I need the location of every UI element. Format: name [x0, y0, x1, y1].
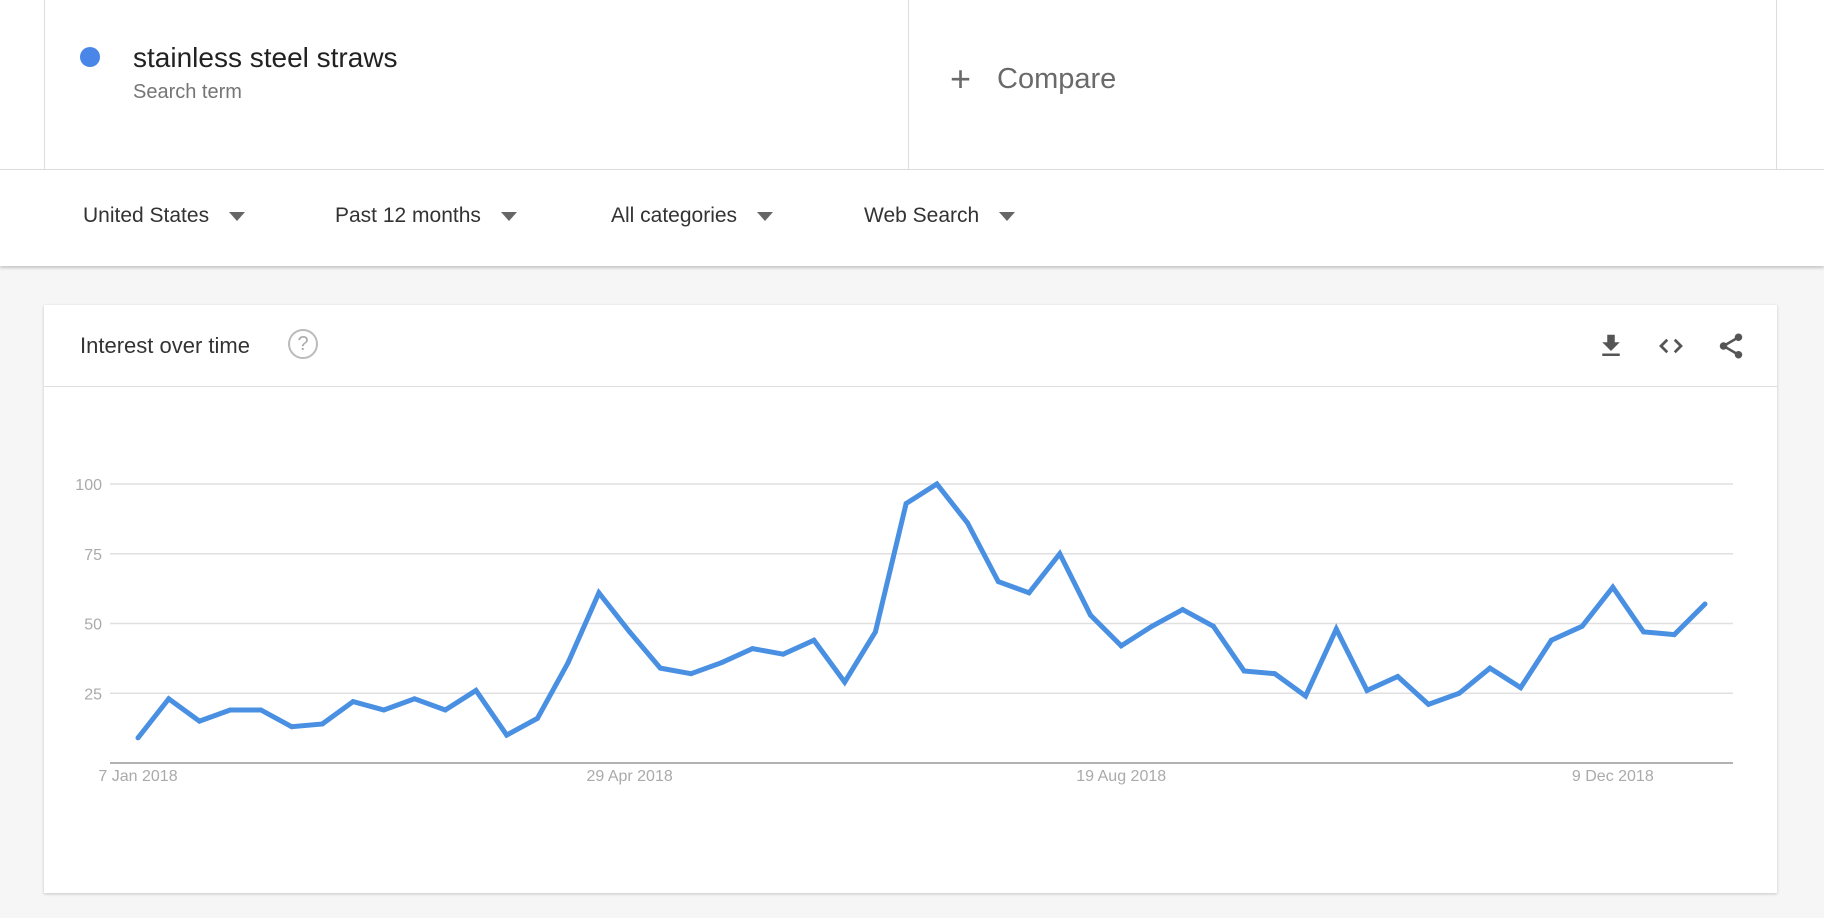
data-point — [1579, 623, 1585, 629]
data-point — [412, 696, 418, 702]
data-point — [350, 699, 356, 705]
data-point — [381, 707, 387, 713]
compare-button[interactable]: + Compare — [950, 58, 1116, 100]
data-point — [1671, 632, 1677, 638]
divider — [908, 0, 909, 170]
data-point — [995, 579, 1001, 585]
data-point — [442, 707, 448, 713]
data-point — [1395, 674, 1401, 680]
data-point — [934, 481, 940, 487]
data-point — [1364, 687, 1370, 693]
data-point — [596, 590, 602, 596]
data-point — [1087, 612, 1093, 618]
y-tick-label: 50 — [84, 617, 102, 634]
search-term-type: Search term — [133, 81, 242, 103]
filter-label: United States — [83, 204, 210, 227]
search-term-bar: stainless steel straws Search term + Com… — [0, 0, 1824, 170]
data-point — [872, 629, 878, 635]
card-title: Interest over time — [80, 333, 250, 358]
caret-down-icon — [229, 211, 246, 221]
data-point — [811, 637, 817, 643]
data-point — [1487, 665, 1493, 671]
data-point — [1518, 685, 1524, 691]
embed-code-icon[interactable] — [1656, 331, 1686, 361]
filter-label: Web Search — [864, 204, 980, 227]
line-chart: 25 50 75 100 7 Jan 2018 29 Apr 2018 19 Aug 201… — [75, 477, 1733, 785]
data-point — [627, 629, 633, 635]
data-point — [473, 687, 479, 693]
filter-label: All categories — [611, 204, 738, 227]
data-point — [780, 651, 786, 657]
x-tick-label: 7 Jan 2018 — [98, 768, 177, 785]
interest-over-time-card: Interest over time ? 25 50 75 100 7 Jan 2018… — [44, 305, 1777, 893]
data-point — [196, 718, 202, 724]
data-point — [1210, 623, 1216, 629]
search-type-filter[interactable]: Web Search — [864, 204, 1016, 228]
data-point — [903, 501, 909, 507]
y-tick-label: 100 — [75, 477, 102, 494]
data-point — [319, 721, 325, 727]
data-point — [750, 646, 756, 652]
caret-down-icon — [500, 211, 517, 221]
data-point — [688, 671, 694, 677]
data-point — [565, 660, 571, 666]
data-point — [719, 660, 725, 666]
data-point — [1610, 584, 1616, 590]
compare-label: Compare — [997, 62, 1117, 95]
filter-bar: United States Past 12 months All categor… — [0, 170, 1824, 266]
region-filter[interactable]: United States — [83, 204, 246, 228]
data-point — [1425, 701, 1431, 707]
divider — [1776, 0, 1777, 170]
filter-label: Past 12 months — [335, 204, 481, 227]
data-point — [166, 696, 172, 702]
data-point — [1241, 668, 1247, 674]
data-point — [1333, 626, 1339, 632]
data-point — [227, 707, 233, 713]
data-point — [1456, 690, 1462, 696]
series-line — [136, 480, 1707, 740]
data-point — [1548, 637, 1554, 643]
data-point — [258, 707, 264, 713]
data-point — [1180, 607, 1186, 613]
data-point — [1641, 629, 1647, 635]
data-point — [135, 735, 141, 741]
data-point — [1303, 693, 1309, 699]
caret-down-icon — [757, 211, 774, 221]
series-color-dot — [80, 47, 100, 67]
data-point — [1026, 590, 1032, 596]
x-tick-label: 29 Apr 2018 — [586, 768, 672, 785]
download-icon[interactable] — [1596, 331, 1626, 361]
help-icon[interactable]: ? — [288, 329, 318, 359]
y-tick-label: 75 — [84, 547, 102, 564]
data-point — [657, 665, 663, 671]
y-tick-label: 25 — [84, 686, 102, 703]
data-point — [504, 732, 510, 738]
search-term[interactable]: stainless steel straws — [133, 42, 398, 73]
data-point — [1118, 643, 1124, 649]
caret-down-icon — [999, 211, 1016, 221]
data-point — [1702, 601, 1708, 607]
x-tick-label: 9 Dec 2018 — [1572, 768, 1654, 785]
data-point — [1057, 551, 1063, 557]
data-point — [289, 724, 295, 730]
divider — [44, 0, 45, 170]
time-range-filter[interactable]: Past 12 months — [335, 204, 517, 228]
data-point — [534, 715, 540, 721]
data-point — [965, 520, 971, 526]
x-tick-label: 19 Aug 2018 — [1076, 768, 1166, 785]
data-point — [1272, 671, 1278, 677]
data-point — [1149, 623, 1155, 629]
share-icon[interactable] — [1716, 331, 1746, 361]
data-point — [842, 679, 848, 685]
card-header: Interest over time ? — [44, 305, 1777, 387]
category-filter[interactable]: All categories — [611, 204, 774, 228]
plus-icon: + — [950, 58, 972, 99]
